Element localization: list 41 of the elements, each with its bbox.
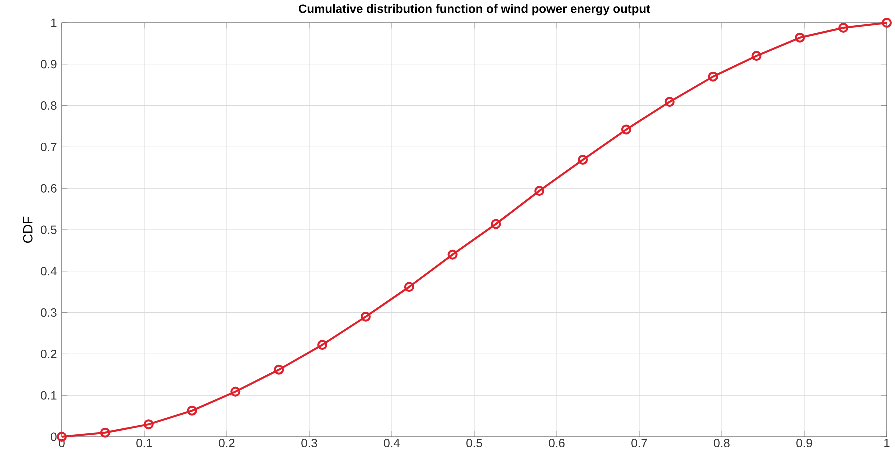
y-tick-label: 0.1 <box>41 391 57 400</box>
point <box>187 406 198 416</box>
point <box>534 186 545 196</box>
point <box>360 312 371 322</box>
x-tick-label: 0.9 <box>796 439 812 448</box>
y-tick-label: 0.2 <box>41 350 57 358</box>
x-tick-label: 0.4 <box>384 439 400 448</box>
point <box>708 72 718 82</box>
chart-title: Cumulative distribution function of wind power energy output <box>299 4 650 16</box>
point <box>664 97 675 108</box>
x-tick-label: 1 <box>884 439 890 448</box>
y-tick-label: 0.3 <box>41 308 57 318</box>
x-tick-label: 0.7 <box>632 439 648 448</box>
point <box>838 22 849 33</box>
y-tick-label: 0.8 <box>41 102 57 110</box>
point <box>274 364 284 375</box>
point <box>318 340 328 350</box>
y-tick-label: 0.7 <box>41 142 57 152</box>
point <box>230 386 241 397</box>
x-tick-label: 0.6 <box>549 439 565 448</box>
point <box>100 428 110 438</box>
y-tick-label: 0.9 <box>41 60 57 69</box>
x-tick-label: 0.2 <box>219 439 235 448</box>
x-tick-label: 0.1 <box>136 439 152 448</box>
point <box>795 32 806 43</box>
y-tick-label: 0.4 <box>41 267 57 276</box>
y-tick-label: 0.6 <box>41 184 57 193</box>
point <box>491 219 502 230</box>
y-axis-title: CDF <box>23 216 33 244</box>
x-tick-label: 0.8 <box>714 439 730 448</box>
point <box>752 51 762 62</box>
y-tick-label: 1 <box>52 18 57 28</box>
y-tick-label: 0 <box>51 432 57 442</box>
point <box>448 250 458 260</box>
point <box>578 155 588 166</box>
x-tick-label: 0.5 <box>466 439 482 448</box>
y-tick-label: 0.5 <box>41 226 57 234</box>
x-tick-label: 0.3 <box>302 439 318 448</box>
point <box>144 420 154 430</box>
point <box>621 124 632 135</box>
point <box>404 282 414 292</box>
